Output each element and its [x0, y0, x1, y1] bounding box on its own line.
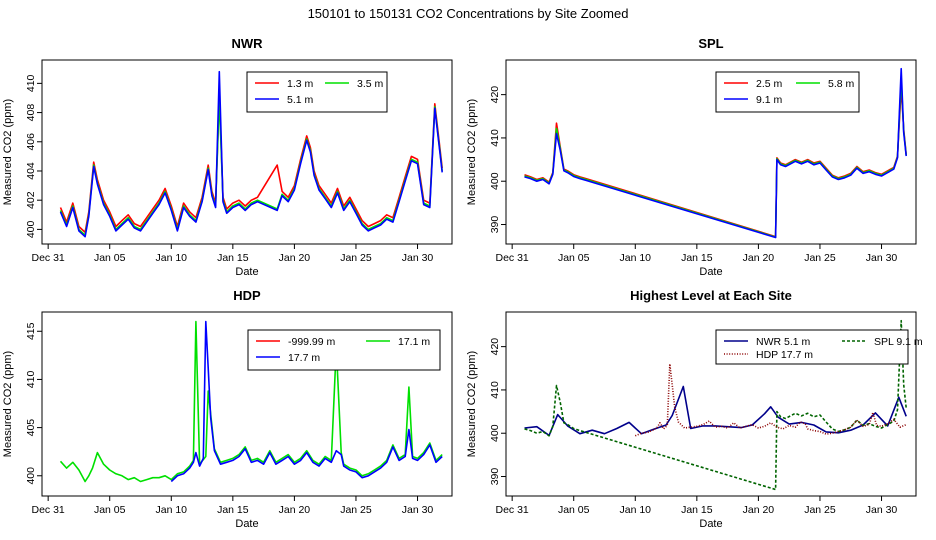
legend: NWR 5.1 m SPL 9.1 m HDP 17.7 m [715, 329, 923, 365]
x-axis-label: Date [699, 266, 722, 278]
y-tick-label: 410 [489, 381, 501, 399]
y-tick-label: 404 [25, 162, 37, 180]
series-line-5.1-m [59, 70, 443, 238]
y-tick-label: 390 [489, 216, 501, 234]
y-tick-label: 408 [25, 104, 37, 122]
panel-title: NWR [231, 36, 263, 51]
panel-spl: SPL Dec 31 Jan 05 Jan 10 Jan 15 Jan 20 Jan 25 J… [466, 36, 917, 278]
y-tick-label: 420 [489, 86, 501, 104]
y-tick-label: 400 [25, 467, 37, 485]
x-tick-label: Jan 15 [217, 504, 249, 516]
x-tick-label: Dec 31 [496, 504, 529, 516]
y-tick-label: 390 [489, 468, 501, 486]
series-line-5.8-m [524, 77, 907, 238]
legend-label: SPL 9.1 m [874, 336, 923, 348]
x-tick-label: Jan 30 [402, 252, 434, 264]
panel-highest-level-at-each-site: Highest Level at Each Site Dec 31 Jan 05 Ja… [466, 288, 923, 530]
legend-label: 3.5 m [357, 78, 384, 90]
legend: -999.99 m 17.1 m 17.7 m [247, 329, 441, 371]
x-tick-label: Jan 20 [743, 504, 775, 516]
x-tick-label: Jan 15 [681, 504, 713, 516]
y-tick-label: 410 [25, 74, 37, 92]
plot-frame [41, 311, 453, 497]
x-tick-label: Jan 15 [217, 252, 249, 264]
x-tick-label: Jan 05 [94, 504, 126, 516]
x-tick-label: Jan 05 [558, 252, 590, 264]
series-line-1.3-m [59, 94, 443, 234]
legend-label: 17.7 m [288, 352, 320, 364]
panel-title: HDP [233, 288, 261, 303]
x-tick-label: Dec 31 [32, 252, 65, 264]
legend: 1.3 m 3.5 m 5.1 m [246, 71, 388, 113]
legend-label: 17.1 m [398, 336, 430, 348]
legend-label: HDP 17.7 m [756, 349, 813, 361]
legend-box [715, 71, 860, 113]
legend-label: -999.99 m [288, 336, 336, 348]
figure-title: 150101 to 150131 CO2 Concentrations by S… [308, 6, 629, 21]
panel-hdp: HDP Dec 31 Jan 05 Jan 10 Jan 15 Jan 20 Jan 25 J… [2, 288, 453, 530]
series-line-SPL-9.1-m [524, 319, 907, 491]
x-tick-label: Dec 31 [496, 252, 529, 264]
x-axis-label: Date [235, 266, 258, 278]
panels: NWR Dec 31 Jan 05 Jan 10 Jan 15 Jan 20 Jan 25 J… [2, 36, 923, 530]
y-tick-label: 400 [489, 424, 501, 442]
legend-label: 2.5 m [756, 78, 783, 90]
panel-title: Highest Level at Each Site [630, 288, 792, 303]
x-tick-label: Jan 10 [620, 252, 652, 264]
panel-title: SPL [698, 36, 723, 51]
plot-frame [41, 59, 453, 245]
x-tick-label: Dec 31 [32, 504, 65, 516]
legend-label: 1.3 m [287, 78, 314, 90]
plot-frame [505, 311, 917, 497]
legend-label: 5.1 m [287, 94, 314, 106]
legend-label: 9.1 m [756, 94, 783, 106]
x-tick-label: Jan 20 [279, 252, 311, 264]
plot-frame [505, 59, 917, 245]
x-axis-label: Date [699, 518, 722, 530]
y-tick-label: 415 [25, 322, 37, 340]
x-tick-label: Jan 05 [558, 504, 590, 516]
series-line-HDP-17.7-m [634, 363, 907, 437]
x-axis-label: Date [235, 518, 258, 530]
x-tick-label: Jan 20 [279, 504, 311, 516]
series-line-9.1-m [524, 67, 907, 239]
legend-label: 5.8 m [828, 78, 855, 90]
x-tick-label: Jan 20 [743, 252, 775, 264]
y-axis-label: Measured CO2 (ppm) [466, 99, 478, 205]
x-tick-label: Jan 05 [94, 252, 126, 264]
y-tick-label: 410 [25, 371, 37, 389]
y-tick-label: 410 [489, 129, 501, 147]
panel-nwr: NWR Dec 31 Jan 05 Jan 10 Jan 15 Jan 20 Jan 25 J… [2, 36, 453, 278]
x-tick-label: Jan 10 [156, 252, 188, 264]
x-tick-label: Jan 30 [866, 252, 898, 264]
y-axis-label: Measured CO2 (ppm) [2, 99, 14, 205]
y-axis-label: Measured CO2 (ppm) [2, 351, 14, 457]
legend-box [246, 71, 388, 113]
y-tick-label: 420 [489, 338, 501, 356]
y-axis-label: Measured CO2 (ppm) [466, 351, 478, 457]
x-tick-label: Jan 25 [340, 252, 372, 264]
series-line-17.7-m [170, 320, 443, 483]
y-tick-label: 405 [25, 419, 37, 437]
x-tick-label: Jan 30 [402, 504, 434, 516]
legend-box [715, 329, 909, 365]
x-tick-label: Jan 25 [804, 504, 836, 516]
y-tick-label: 400 [489, 172, 501, 190]
legend-box [247, 329, 441, 371]
y-tick-label: 406 [25, 133, 37, 151]
y-tick-label: 402 [25, 191, 37, 209]
x-tick-label: Jan 25 [340, 504, 372, 516]
x-tick-label: Jan 25 [804, 252, 836, 264]
x-tick-label: Jan 15 [681, 252, 713, 264]
x-tick-label: Jan 30 [866, 504, 898, 516]
x-tick-label: Jan 10 [620, 504, 652, 516]
series-line-3.5-m [59, 97, 443, 236]
legend-label: NWR 5.1 m [756, 336, 811, 348]
y-tick-label: 400 [25, 220, 37, 238]
x-tick-label: Jan 10 [156, 504, 188, 516]
legend: 2.5 m 5.8 m 9.1 m [715, 71, 860, 113]
